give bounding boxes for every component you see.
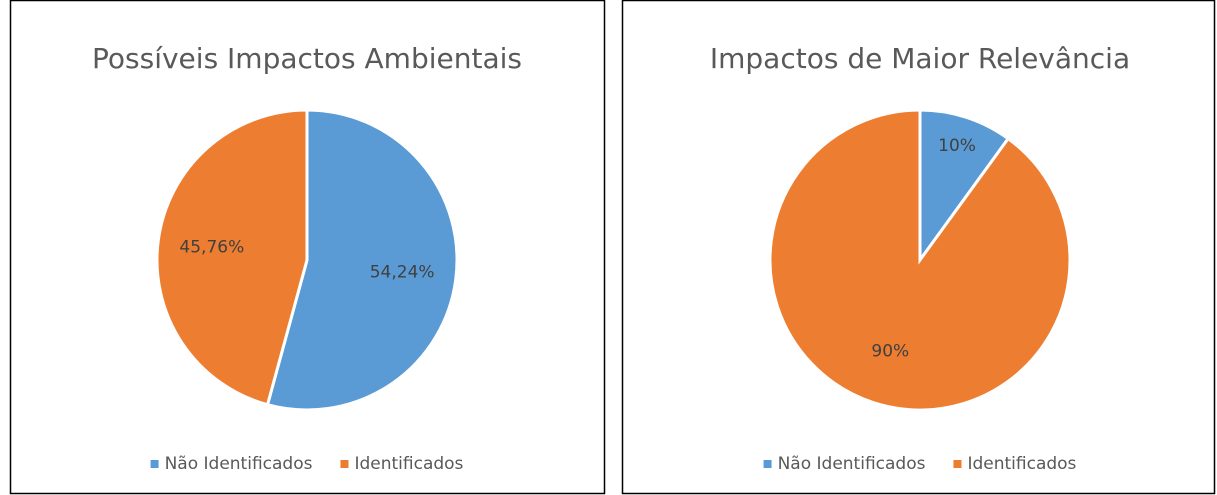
legend-marker xyxy=(340,460,349,468)
legend-marker xyxy=(150,460,159,468)
chart-title: Impactos de Maior Relevância xyxy=(710,42,1130,75)
data-label: 10% xyxy=(938,136,976,156)
legend-marker xyxy=(953,460,962,468)
legend-marker xyxy=(763,460,772,468)
pie-slice xyxy=(265,108,459,412)
legend-label: Não Identificados xyxy=(165,454,313,474)
legend-label: Identificados xyxy=(354,454,463,474)
data-label: 90% xyxy=(871,341,909,361)
data-label: 54,24% xyxy=(370,263,435,283)
chart-title: Possíveis Impactos Ambientais xyxy=(92,42,522,75)
pie-slice xyxy=(768,108,1072,412)
legend-label: Identificados xyxy=(967,454,1076,474)
pie-slice xyxy=(155,108,309,407)
legend-label: Não Identificados xyxy=(778,454,926,474)
pie-slice xyxy=(918,108,1011,265)
data-label: 45,76% xyxy=(179,237,244,257)
